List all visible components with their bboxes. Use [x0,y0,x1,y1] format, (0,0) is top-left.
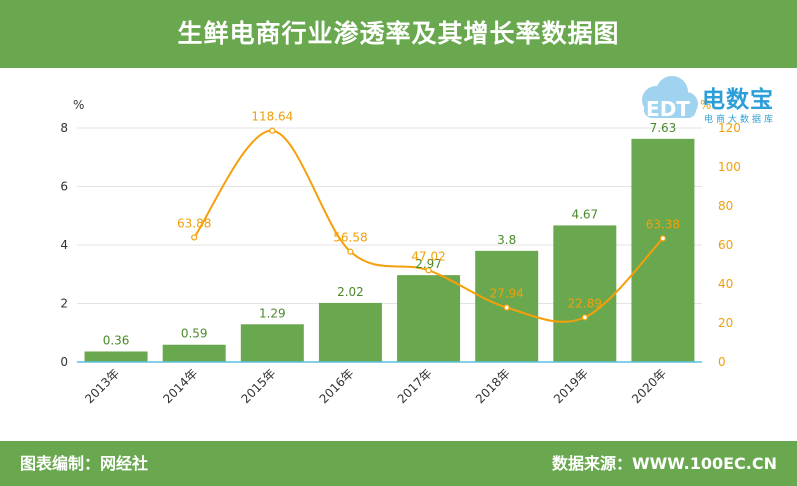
y-left-tick-label: 4 [60,238,68,252]
line-point [191,234,198,241]
y-left-tick-label: 8 [60,121,68,135]
bar [553,225,617,362]
bar-data-label: 2.97 [415,257,442,271]
logo: EDT 电数宝 电商大数据库 [630,72,795,134]
bar-data-label: 3.8 [497,233,516,247]
bar [631,138,695,362]
bar-data-label: 0.36 [103,333,130,347]
x-tick-label: 2020年 [629,366,669,406]
line-point [503,304,510,311]
footer-credit: 图表编制：网经社 [20,454,149,473]
line-point [269,127,276,134]
logo-brand: 电数宝 [702,87,774,113]
line-data-label: 22.89 [568,296,602,310]
bar [84,351,148,362]
line-point [659,235,667,242]
line-point [581,314,588,321]
line-data-label: 47.02 [411,249,445,263]
bar [318,302,382,362]
footer-bar: 图表编制：网经社 数据来源：WWW.100EC.CN [0,441,797,486]
x-tick-label: 2019年 [551,366,591,406]
x-tick-label: 2015年 [238,366,278,406]
y-right-tick-label: 40 [718,277,733,291]
growth-line [191,127,667,323]
footer-source: 数据来源：WWW.100EC.CN [551,454,777,473]
line-data-label: 118.64 [251,110,293,124]
logo-subtitle: 电商大数据库 [704,115,777,125]
data-labels: 0.36 0.59 1.29 2.02 2.97 3.8 4.67 7.63 63.88 118.… [103,110,680,348]
cloud-logo-text: EDT [646,97,690,121]
y-right-tick-label: 80 [718,199,733,213]
y-right-unit: % [700,98,711,112]
y-right-tick-label: 20 [718,316,733,330]
chart-title: 生鲜电商行业渗透率及其增长率数据图 [177,19,620,48]
line-point [425,267,432,274]
bar-data-label: 4.67 [571,207,598,221]
bars [84,138,695,362]
bar-data-label: 1.29 [259,306,286,320]
line-data-label: 63.38 [646,217,680,231]
y-right-tick-label: 120 [718,121,741,135]
y-left-tick-label: 6 [60,180,68,194]
line-point [347,248,354,255]
bar [397,275,461,362]
line-data-label: 56.58 [333,231,367,245]
x-tick-label: 2013年 [82,366,122,406]
y-right-tick-label: 100 [718,160,741,174]
line-data-label: 63.88 [177,216,211,230]
x-tick-label: 2014年 [160,366,200,406]
x-tick-label: 2016年 [317,366,357,406]
bar-data-label: 7.63 [650,121,677,135]
x-tick-label: 2018年 [473,366,513,406]
y-left-tick-label: 2 [60,297,68,311]
line-data-label: 27.94 [490,287,524,301]
y-left-unit: % [73,98,84,112]
bar [240,324,304,362]
y-left-tick-label: 0 [60,355,68,369]
y-right-tick-label: 60 [718,238,733,252]
bar-data-label: 2.02 [337,285,364,299]
bar-data-label: 0.59 [181,327,208,341]
bar [162,344,226,362]
header-bar: 生鲜电商行业渗透率及其增长率数据图 [0,0,797,68]
cloud-logo-icon: EDT [642,76,698,121]
x-tick-label: 2017年 [395,366,435,406]
y-right-tick-label: 0 [718,355,726,369]
